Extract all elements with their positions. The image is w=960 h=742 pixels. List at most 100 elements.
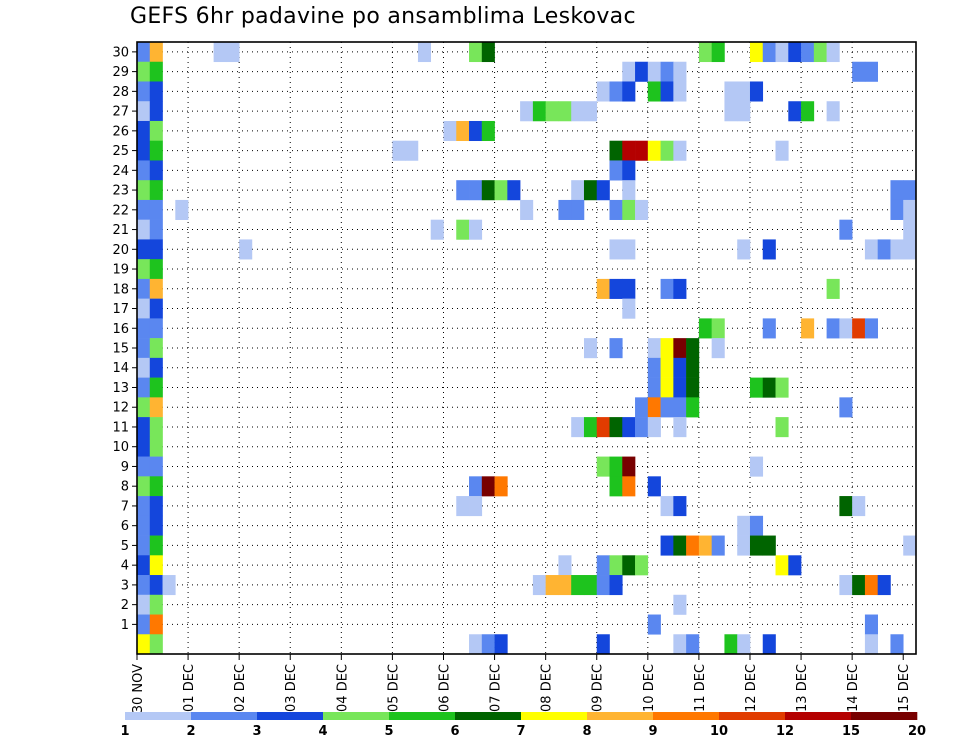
heatmap-cell (137, 239, 151, 260)
heatmap-cell (596, 555, 610, 576)
heatmap-cell (226, 42, 240, 63)
heatmap-cell (864, 239, 878, 260)
y-tick-label: 6 (121, 519, 129, 534)
y-tick-label: 12 (112, 401, 129, 416)
y-tick-label: 16 (112, 322, 129, 337)
heatmap-cell (571, 417, 585, 438)
heatmap-cell (749, 42, 764, 63)
heatmap-cell (647, 140, 661, 161)
heatmap-cell (737, 515, 751, 536)
heatmap-cell (890, 180, 904, 201)
heatmap-cell (137, 120, 151, 142)
heatmap-cell (609, 417, 623, 438)
heatmap-cell (686, 634, 700, 655)
heatmap-cell (609, 239, 623, 260)
y-tick-label: 17 (112, 302, 129, 317)
heatmap-cell (149, 338, 163, 359)
heatmap-cell (890, 199, 904, 220)
heatmap-cell (149, 535, 163, 556)
heatmap-cell (673, 496, 687, 517)
x-tick-label: 12 DEC (744, 664, 759, 712)
colorbar-swatch (389, 712, 456, 720)
heatmap-cell (660, 535, 674, 556)
heatmap-cell (686, 397, 700, 418)
heatmap-cell (469, 496, 483, 517)
heatmap-cell (864, 575, 878, 596)
heatmap-cell (149, 594, 163, 615)
heatmap-cell (788, 555, 802, 576)
heatmap-cell (647, 357, 661, 378)
heatmap-cell (137, 338, 151, 359)
heatmap-cell (609, 456, 623, 477)
heatmap-cell (558, 101, 572, 122)
heatmap-cell (137, 476, 151, 497)
heatmap-cell (137, 634, 151, 655)
heatmap-cell (137, 377, 151, 398)
y-tick-label: 20 (112, 243, 129, 258)
chart-title: GEFS 6hr padavine po ansamblima Leskovac (130, 4, 636, 29)
heatmap-cell (137, 42, 151, 63)
heatmap-cell (737, 535, 751, 556)
heatmap-cell (137, 594, 151, 615)
heatmap-cell (137, 555, 151, 576)
heatmap-cell (137, 199, 151, 220)
y-tick-label: 1 (121, 618, 129, 633)
y-tick-label: 11 (112, 420, 129, 435)
heatmap-cell (137, 61, 151, 82)
heatmap-cell (137, 357, 151, 378)
heatmap-cell (749, 377, 764, 398)
y-tick-label: 22 (112, 203, 129, 218)
x-tick-label: 30 NOV (131, 664, 146, 713)
heatmap-cell (469, 476, 483, 497)
colorbar-label: 3 (252, 724, 261, 739)
y-tick-label: 28 (112, 85, 129, 100)
colorbar-label: 20 (908, 724, 926, 739)
heatmap-cell (711, 338, 725, 359)
x-tick-label: 09 DEC (591, 664, 606, 712)
heatmap-cell (149, 377, 163, 398)
heatmap-cell (698, 318, 712, 339)
heatmap-cell (660, 357, 674, 378)
heatmap-cell (596, 575, 610, 596)
heatmap-cell (149, 436, 163, 457)
heatmap-cell (137, 397, 151, 418)
heatmap-cell (647, 61, 661, 82)
heatmap-cell (558, 199, 572, 220)
heatmap-cell (149, 634, 163, 655)
heatmap-cell (430, 219, 444, 240)
colorbar-label: 10 (710, 724, 728, 739)
heatmap-cell (711, 318, 725, 339)
y-tick-label: 18 (112, 282, 129, 297)
heatmap-cell (698, 42, 712, 63)
heatmap-cell (622, 456, 636, 477)
heatmap-cell (749, 456, 764, 477)
heatmap-cell (635, 555, 649, 576)
heatmap-cell (903, 239, 917, 260)
heatmap-cell (903, 180, 917, 201)
heatmap-cell (737, 634, 751, 655)
colorbar-swatch (191, 712, 258, 720)
heatmap-cell (673, 61, 687, 82)
colorbar-label: 15 (842, 724, 860, 739)
y-tick-label: 15 (112, 342, 129, 357)
heatmap-cell (762, 318, 776, 339)
heatmap-cell (622, 239, 636, 260)
heatmap-cell (673, 535, 687, 556)
heatmap-cell (660, 278, 674, 299)
heatmap-cell (724, 81, 738, 102)
heatmap-cell (749, 515, 764, 536)
heatmap-cell (698, 535, 712, 556)
heatmap-cell (149, 180, 163, 201)
heatmap-cell (852, 575, 866, 596)
heatmap-cell (852, 61, 866, 82)
heatmap-cell (149, 555, 163, 576)
y-tick-label: 30 (112, 45, 129, 60)
y-tick-label: 2 (121, 598, 129, 613)
x-tick-label: 08 DEC (540, 664, 555, 712)
heatmap-cell (749, 81, 764, 102)
heatmap-cell (137, 575, 151, 596)
heatmap-cell (456, 496, 470, 517)
heatmap-cell (622, 417, 636, 438)
heatmap-cell (647, 338, 661, 359)
